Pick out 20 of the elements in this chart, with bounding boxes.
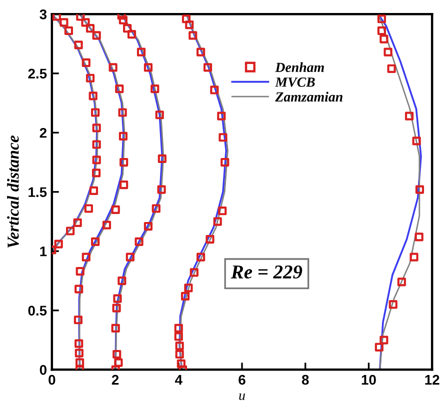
y-tick-label: 1.5 [28,187,47,198]
y-tick-label: 3 [40,9,47,20]
x-tick-label: 8 [302,374,309,385]
annotation: Re = 229 [230,265,302,279]
y-axis-title: Vertical distance [7,136,19,248]
legend-label: Denham [275,62,324,72]
x-axis-title: u [239,394,245,400]
x-tick-label: 6 [238,374,246,385]
legend-label: Zamzamian [275,92,342,102]
legend-label: MVCB [275,77,315,87]
x-tick-label: 10 [362,374,376,385]
x-tick-label: 12 [425,374,440,385]
x-tick-label: 2 [112,374,119,385]
y-tick-label: 2.5 [28,68,47,79]
y-tick-label: 0 [40,364,46,375]
x-tick-label: 0 [48,374,56,385]
x-tick-label: 4 [174,375,182,385]
y-tick-label: 0.5 [28,306,47,316]
y-tick-label: 1 [40,246,47,256]
y-tick-label: 2 [40,128,47,138]
